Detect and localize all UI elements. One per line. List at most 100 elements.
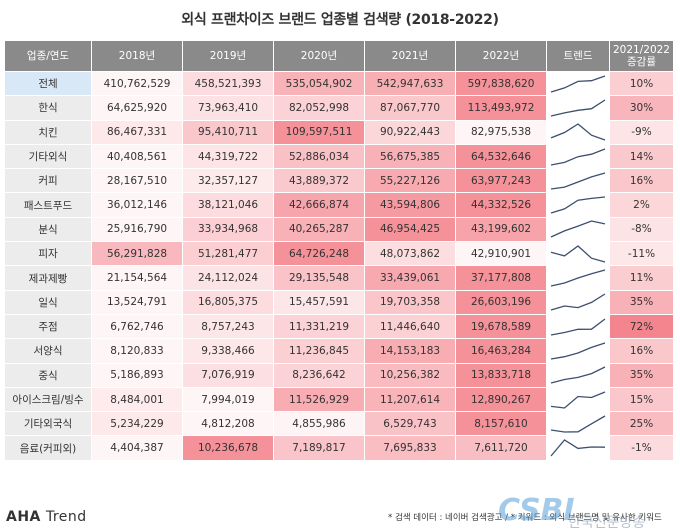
row-category: 제과제빵 [4,265,92,291]
trend-cell [546,338,610,364]
row-category: 주점 [4,313,92,340]
header-year: 2018년 [91,40,183,72]
sparkline [550,318,606,336]
value-cell: 43,594,806 [364,192,456,218]
value-cell: 82,975,538 [455,119,547,145]
value-cell: 6,762,746 [91,313,183,340]
sparkline [550,342,606,360]
value-cell: 11,236,845 [273,338,365,364]
trend-cell [546,143,610,170]
value-cell: 90,922,443 [364,119,456,145]
growth-cell: -8% [609,216,674,243]
value-cell: 10,236,678 [182,435,274,461]
value-cell: 4,855,986 [273,411,365,437]
header-year: 2020년 [273,40,365,72]
value-cell: 8,484,001 [91,386,183,413]
table-row: 중식 5,186,893 7,076,919 8,236,642 10,256,382 1… [4,362,674,388]
table-row: 기타외식 40,408,561 44,319,722 52,886,034 56,675… [4,143,674,170]
sparkline-path [550,318,606,336]
value-cell: 26,603,196 [455,289,547,315]
value-cell: 64,532,646 [455,143,547,170]
growth-cell: 11% [609,265,674,291]
value-cell: 6,529,743 [364,411,456,437]
value-cell: 48,073,862 [364,241,456,267]
value-cell: 14,153,183 [364,338,456,364]
sparkline [550,390,606,409]
value-cell: 11,331,219 [273,313,365,340]
header-year: 2022년 [455,40,547,72]
trend-cell [546,119,610,145]
value-cell: 19,678,589 [455,313,547,340]
growth-cell: 16% [609,168,674,194]
value-cell: 40,265,287 [273,216,365,243]
table-row: 주점 6,762,746 8,757,243 11,331,219 11,446,640… [4,313,674,340]
value-cell: 7,994,019 [182,386,274,413]
value-cell: 13,833,718 [455,362,547,388]
growth-cell: -9% [609,119,674,145]
watermark-logo-text: CSBI [498,493,575,528]
value-cell: 86,467,331 [91,119,183,145]
row-category: 패스트푸드 [4,192,92,218]
value-cell: 7,695,833 [364,435,456,461]
table-row: 분식 25,916,790 33,934,968 40,265,287 46,954,4… [4,216,674,243]
trend-cell [546,386,610,413]
row-category: 전체 [4,70,92,97]
sparkline-path [550,75,606,93]
sparkline [550,269,606,287]
sparkline-path [550,147,606,166]
trend-cell [546,362,610,388]
sparkline [550,196,606,214]
trend-cell [546,241,610,267]
trend-cell [546,95,610,121]
value-cell: 12,890,267 [455,386,547,413]
row-category: 커피 [4,168,92,194]
value-cell: 42,910,901 [455,241,547,267]
value-cell: 19,703,358 [364,289,456,315]
sparkline-path [550,439,606,457]
value-cell: 10,256,382 [364,362,456,388]
sparkline-path [550,342,606,360]
value-cell: 4,404,387 [91,435,183,461]
trend-cell [546,313,610,340]
value-cell: 64,625,920 [91,95,183,121]
sparkline [550,75,606,93]
growth-cell: 72% [609,313,674,340]
table-row: 치킨 86,467,331 95,410,711 109,597,511 90,922,… [4,119,674,145]
sparkline-path [550,172,606,190]
row-category: 일식 [4,289,92,315]
value-cell: 9,338,466 [182,338,274,364]
table-row: 서양식 8,120,833 9,338,466 11,236,845 14,153,18… [4,338,674,364]
trend-cell [546,435,610,461]
growth-cell: -11% [609,241,674,267]
row-category: 기타외국식 [4,411,92,437]
value-cell: 52,886,034 [273,143,365,170]
table-row: 아이스크림/빙수 8,484,001 7,994,019 11,526,929 11,2… [4,386,674,413]
growth-cell: -1% [609,435,674,461]
value-cell: 16,463,284 [455,338,547,364]
growth-cell: 14% [609,143,674,170]
trend-cell [546,265,610,291]
row-category: 분식 [4,216,92,243]
value-cell: 25,916,790 [91,216,183,243]
table-row: 기타외국식 5,234,229 4,812,208 4,855,986 6,529,74… [4,411,674,437]
header-row: 업종/연도 2018년 2019년 2020년 2021년 2022년 트렌드 … [4,40,674,72]
table-row: 음료(커피외) 4,404,387 10,236,678 7,189,817 7,695… [4,435,674,461]
value-cell: 29,135,548 [273,265,365,291]
sparkline [550,366,606,384]
header-growth-line2: 증감률 [627,56,656,68]
value-cell: 8,120,833 [91,338,183,364]
value-cell: 63,977,243 [455,168,547,194]
value-cell: 8,757,243 [182,313,274,340]
value-cell: 410,762,529 [91,70,183,97]
sparkline-path [550,196,606,214]
value-cell: 542,947,633 [364,70,456,97]
value-cell: 32,357,127 [182,168,274,194]
value-cell: 28,167,510 [91,168,183,194]
sparkline-path [550,123,606,141]
value-cell: 42,666,874 [273,192,365,218]
value-cell: 8,236,642 [273,362,365,388]
watermark-logo: CSBI 한국신문방송 [498,493,645,530]
sparkline-path [550,99,606,117]
value-cell: 113,493,972 [455,95,547,121]
sparkline [550,99,606,117]
